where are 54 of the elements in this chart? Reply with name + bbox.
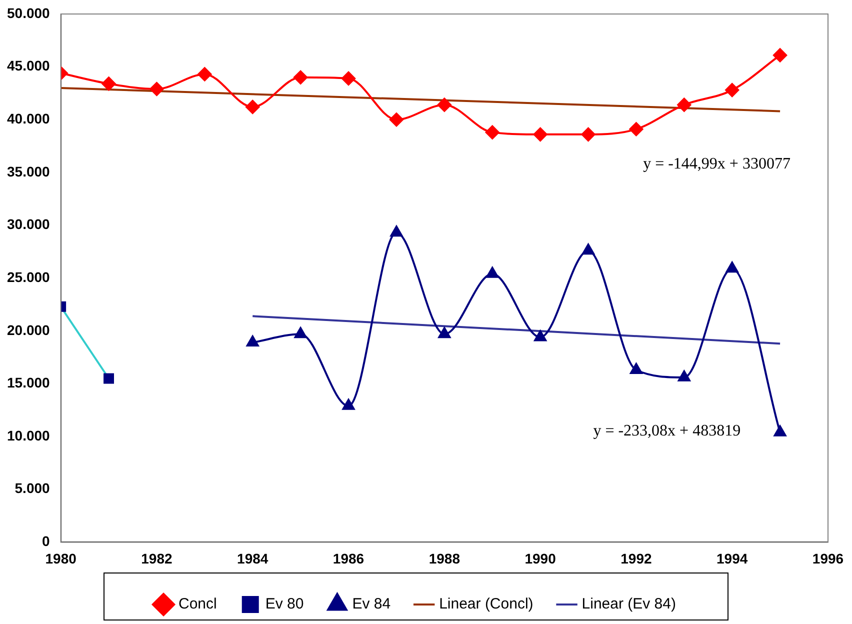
y-tick-label: 15.000 — [6, 374, 50, 391]
y-tick-label: 45.000 — [6, 58, 50, 74]
point — [294, 327, 307, 338]
x-tick-label: 1992 — [620, 550, 652, 566]
x-tick-label: 1986 — [332, 550, 364, 566]
point — [246, 100, 260, 114]
point — [437, 98, 452, 112]
legend-label: Ev 80 — [265, 596, 304, 613]
legend-label: Ev 84 — [352, 596, 391, 613]
legend-label: Linear (Ev 84) — [582, 596, 676, 613]
legend-label: Linear (Concl) — [439, 596, 534, 613]
point — [629, 122, 644, 136]
x-tick-label: 1980 — [45, 550, 77, 566]
y-tick-label: 40.000 — [6, 110, 50, 126]
point — [678, 370, 690, 382]
point — [198, 67, 212, 82]
y-tick-label: 10.000 — [6, 427, 50, 444]
y-tick-label: 5.000 — [14, 480, 50, 496]
x-tick-label: 1982 — [141, 550, 172, 566]
y-tick-label: 50.000 — [6, 4, 50, 21]
annotation: y = -144,99x + 330077 — [643, 156, 790, 173]
point — [630, 363, 642, 374]
point — [774, 425, 786, 436]
point — [102, 76, 116, 91]
point — [150, 82, 164, 96]
point — [294, 70, 308, 84]
x-tick-label: 1984 — [237, 550, 268, 566]
annotation: y = -233,08x + 483819 — [593, 422, 741, 440]
point — [582, 244, 594, 255]
point — [725, 83, 740, 98]
point — [773, 48, 788, 62]
x-tick-label: 1996 — [812, 550, 844, 566]
y-tick-label: 20.000 — [6, 322, 50, 338]
point — [389, 112, 404, 127]
y-tick-label: 35.000 — [6, 163, 50, 180]
point — [486, 266, 499, 278]
x-tick-label: 1990 — [524, 550, 556, 566]
y-tick-label: 25.000 — [6, 268, 50, 285]
point — [677, 98, 692, 112]
point — [726, 262, 738, 273]
point — [485, 125, 500, 140]
point — [342, 398, 355, 410]
point — [390, 226, 403, 237]
x-tick-label: 1988 — [428, 550, 460, 566]
y-tick-label: 0 — [42, 533, 50, 550]
point — [533, 127, 548, 142]
y-tick-label: 30.000 — [6, 216, 50, 232]
x-tick-label: 1994 — [716, 550, 748, 566]
point — [438, 327, 451, 338]
point — [246, 336, 259, 347]
point — [342, 71, 356, 86]
point — [534, 330, 547, 342]
point — [581, 127, 596, 142]
legend-label: Concl — [178, 596, 217, 613]
